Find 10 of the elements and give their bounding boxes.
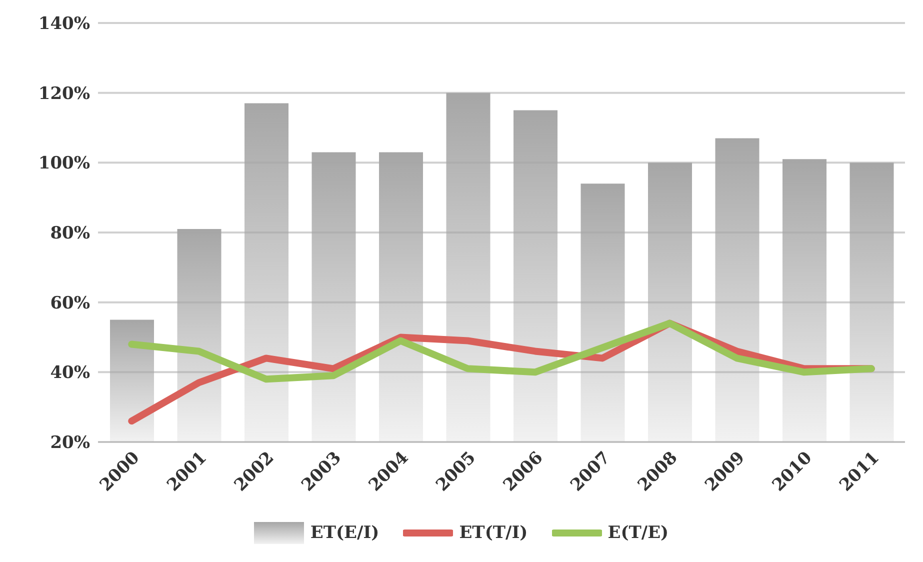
y-tick-label: 120% (38, 84, 90, 104)
legend-label: E(T/E) (608, 523, 669, 543)
y-tick-label: 40% (50, 363, 90, 384)
y-tick-label: 20% (50, 433, 90, 454)
y-tick-label: 60% (50, 293, 90, 314)
legend-label: ET(T/I) (459, 523, 528, 543)
y-tick-label: 80% (50, 224, 90, 244)
y-tick-label: 100% (38, 154, 90, 174)
y-tick-label: 140% (38, 14, 90, 34)
legend-label: ET(E/I) (310, 523, 380, 543)
